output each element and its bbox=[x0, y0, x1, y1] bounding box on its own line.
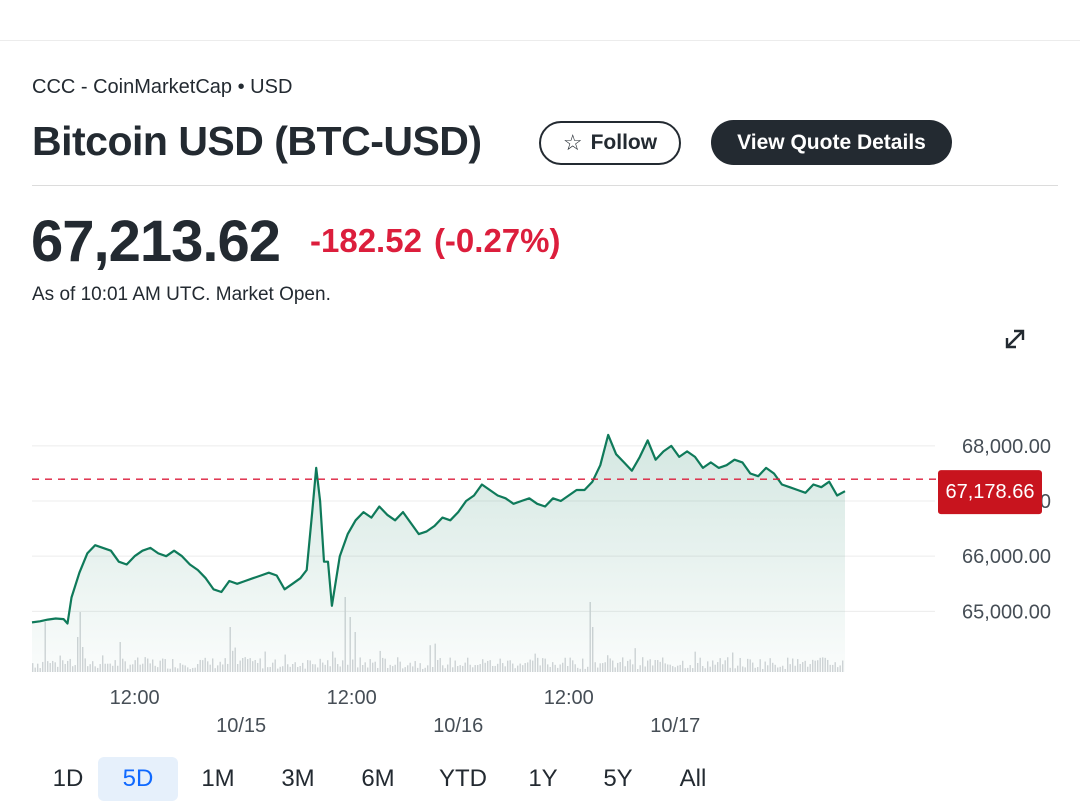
x-time-tick-label: 12:00 bbox=[327, 687, 377, 709]
price-area bbox=[32, 434, 845, 672]
exchange-label: CCC - CoinMarketCap • USD bbox=[32, 76, 293, 98]
price-change: -182.52 (-0.27%) bbox=[310, 222, 572, 260]
header-divider bbox=[32, 185, 1058, 186]
follow-button[interactable]: ☆ Follow bbox=[539, 121, 681, 165]
market-status: As of 10:01 AM UTC. Market Open. bbox=[32, 284, 331, 305]
range-1d[interactable]: 1D bbox=[52, 765, 84, 792]
y-tick-label: 66,000.00 bbox=[962, 546, 1051, 568]
range-6m[interactable]: 6M bbox=[361, 765, 395, 792]
x-date-tick-label: 10/16 bbox=[433, 715, 483, 737]
current-price-tag: 67,178.66 bbox=[938, 470, 1042, 515]
range-1m[interactable]: 1M bbox=[201, 765, 235, 792]
price-line bbox=[31, 433, 846, 625]
range-3m[interactable]: 3M bbox=[281, 765, 315, 792]
price-change-percent: (-0.27%) bbox=[433, 222, 561, 259]
current-price-tag-label: 67,178.66 bbox=[946, 481, 1035, 503]
range-5y[interactable]: 5Y bbox=[603, 765, 633, 792]
page-title: Bitcoin USD (BTC-USD) bbox=[32, 118, 482, 164]
view-quote-details-button[interactable]: View Quote Details bbox=[711, 120, 952, 165]
range-5d[interactable]: 5D bbox=[98, 757, 178, 801]
star-icon: ☆ bbox=[562, 130, 583, 155]
range-selector: 1D 5D 1M 3M 6M YTD 1Y 5Y All bbox=[38, 757, 728, 801]
follow-label: Follow bbox=[590, 131, 658, 154]
expand-icon[interactable] bbox=[1000, 324, 1030, 354]
y-tick-label: 68,000.00 bbox=[962, 436, 1051, 458]
current-price: 67,213.62 bbox=[31, 209, 281, 274]
x-date-tick-label: 10/15 bbox=[216, 715, 266, 737]
range-ytd[interactable]: YTD bbox=[439, 765, 487, 792]
x-axis-ticks: 12:00 12:00 12:00 10/15 10/16 10/17 bbox=[110, 687, 701, 737]
quote-card bbox=[0, 40, 1080, 806]
x-time-tick-label: 12:00 bbox=[544, 687, 594, 709]
y-tick-label: 65,000.00 bbox=[962, 601, 1051, 623]
range-1y[interactable]: 1Y bbox=[528, 765, 558, 792]
current-price-tag-box bbox=[938, 470, 1042, 515]
price-change-value: -182.52 bbox=[310, 222, 422, 259]
range-all[interactable]: All bbox=[679, 765, 707, 792]
x-time-tick-label: 12:00 bbox=[110, 687, 160, 709]
x-date-tick-label: 10/17 bbox=[650, 715, 700, 737]
